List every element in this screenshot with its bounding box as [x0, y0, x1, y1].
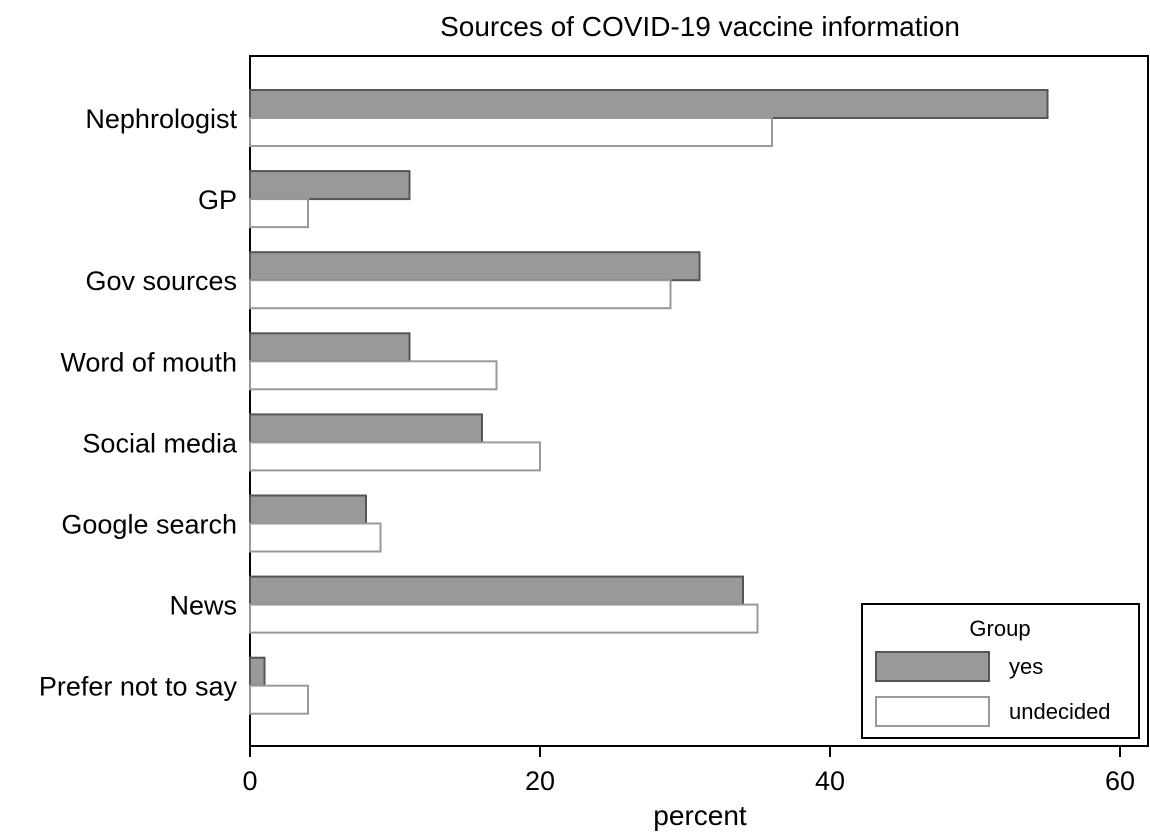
bar-yes-5	[249, 494, 367, 525]
bar-yes-7	[249, 656, 266, 687]
x-tick-label: 40	[815, 766, 845, 796]
legend-swatch-yes	[875, 651, 990, 682]
category-labels: Nephrologist GP Gov sources Word of mouth So…	[39, 104, 238, 702]
category-label: News	[169, 591, 237, 621]
legend-title: Group	[969, 616, 1030, 641]
x-axis-title: percent	[653, 800, 747, 831]
legend-swatch-undecided	[875, 696, 990, 727]
bar-undecided-2	[249, 279, 672, 310]
chart-title: Sources of COVID-19 vaccine information	[440, 11, 960, 42]
bar-yes-1	[249, 170, 411, 201]
x-tick-label: 20	[525, 766, 555, 796]
category-label: Google search	[61, 510, 237, 540]
category-label: Prefer not to say	[39, 672, 238, 702]
bar-undecided-1	[249, 198, 309, 229]
x-axis: 0 20 40 60	[242, 746, 1135, 796]
bar-undecided-0	[249, 117, 773, 147]
bar-undecided-5	[249, 522, 382, 553]
bar-yes-0	[249, 89, 1049, 119]
x-tick-label: 60	[1105, 766, 1135, 796]
legend: Group yes undecided	[861, 603, 1140, 739]
plot-frame	[249, 55, 1149, 747]
bar-yes-3	[249, 332, 411, 363]
x-tick-label: 0	[242, 766, 257, 796]
category-label: Gov sources	[85, 266, 237, 296]
category-label: Word of mouth	[60, 347, 237, 377]
legend-label: yes	[1009, 654, 1043, 679]
bar-yes-2	[249, 251, 701, 282]
bar-undecided-3	[249, 360, 498, 391]
bar-undecided-6	[249, 603, 759, 634]
category-label: Social media	[82, 428, 238, 458]
bar-yes-4	[249, 413, 483, 444]
category-label: GP	[198, 185, 237, 215]
bar-undecided-7	[249, 684, 309, 715]
bar-undecided-4	[249, 441, 541, 472]
category-label: Nephrologist	[85, 104, 237, 134]
legend-label: undecided	[1009, 699, 1111, 724]
bars-group	[249, 89, 1049, 715]
bar-yes-6	[249, 575, 744, 606]
